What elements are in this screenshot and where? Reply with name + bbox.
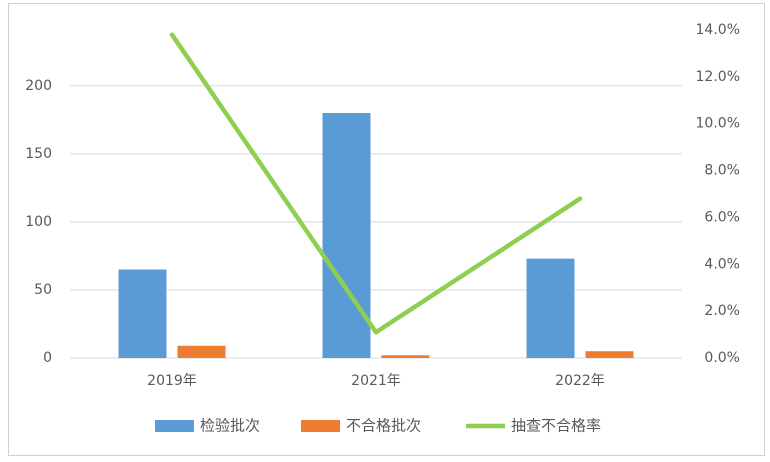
x-tick-label: 2022年 [555, 373, 605, 389]
legend: 检验批次 不合格批次 抽查不合格率 [155, 417, 601, 435]
y-tick-label: 100 [25, 214, 52, 230]
bar [118, 269, 167, 358]
y-tick-label: 50 [34, 282, 52, 298]
legend-swatch [301, 420, 340, 432]
y-tick-label: 0 [43, 350, 52, 366]
bar [177, 345, 226, 358]
bar [322, 113, 371, 358]
legend-label: 不合格批次 [346, 417, 421, 435]
y2-tick-label: 2.0% [704, 303, 740, 319]
y2-tick-label: 14.0% [696, 22, 740, 38]
bar [381, 355, 430, 358]
bar [585, 351, 634, 358]
y2-tick-label: 4.0% [704, 256, 740, 272]
bar [526, 258, 575, 358]
y2-tick-label: 8.0% [704, 163, 740, 179]
y-tick-label: 150 [25, 146, 52, 162]
chart-border [8, 3, 765, 456]
legend-label: 抽查不合格率 [511, 417, 601, 435]
y2-tick-label: 12.0% [696, 69, 740, 85]
x-tick-label: 2019年 [147, 373, 197, 389]
y-tick-label: 200 [25, 78, 52, 94]
line-series [169, 32, 583, 335]
y2-tick-label: 10.0% [696, 116, 740, 132]
y2-tick-label: 6.0% [704, 209, 740, 225]
x-tick-label: 2021年 [351, 373, 401, 389]
legend-swatch [155, 420, 194, 432]
legend-label: 检验批次 [200, 417, 260, 435]
y2-tick-label: 0.0% [704, 350, 740, 366]
